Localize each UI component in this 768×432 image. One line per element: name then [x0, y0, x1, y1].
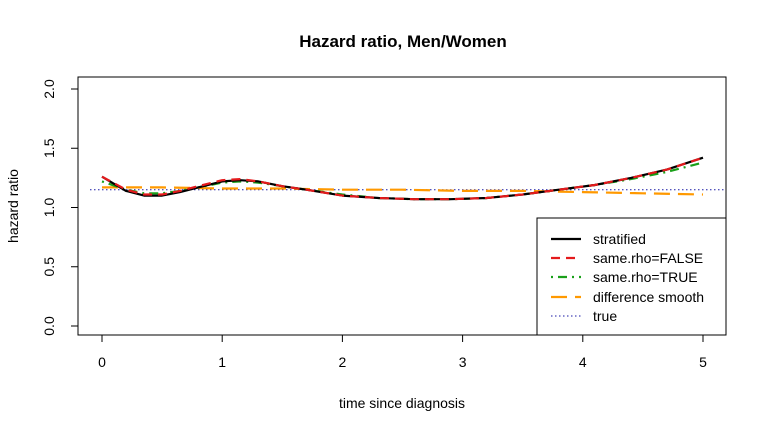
- legend: stratified same.rho=FALSE same.rho=TRUE dif…: [536, 217, 727, 336]
- x-tick-label: 3: [459, 354, 467, 370]
- chart-title: Hazard ratio, Men/Women: [299, 32, 507, 51]
- y-axis: 0.0 0.5 1.0 1.5 2.0: [41, 79, 79, 336]
- legend-label: same.rho=TRUE: [593, 269, 698, 285]
- y-tick-label: 1.5: [41, 138, 57, 158]
- legend-label: same.rho=FALSE: [593, 250, 703, 266]
- y-axis-label: hazard ratio: [5, 169, 21, 243]
- x-tick-label: 5: [699, 354, 707, 370]
- x-axis-label: time since diagnosis: [339, 395, 465, 411]
- x-tick-label: 1: [218, 354, 226, 370]
- x-tick-label: 2: [339, 354, 347, 370]
- legend-label: stratified: [593, 231, 646, 247]
- y-tick-label: 0.0: [41, 316, 57, 336]
- y-tick-label: 2.0: [41, 79, 57, 99]
- series-layer: [90, 156, 725, 201]
- y-tick-label: 0.5: [41, 257, 57, 277]
- x-tick-label: 0: [98, 354, 106, 370]
- legend-label: true: [593, 308, 617, 324]
- series-line-same-rho-false: [101, 156, 704, 201]
- y-tick-label: 1.0: [41, 198, 57, 218]
- x-tick-label: 4: [579, 354, 587, 370]
- series-line-difference-smooth: [102, 186, 704, 196]
- legend-label: difference smooth: [593, 289, 704, 305]
- x-axis: 0 1 2 3 4 5: [98, 334, 707, 370]
